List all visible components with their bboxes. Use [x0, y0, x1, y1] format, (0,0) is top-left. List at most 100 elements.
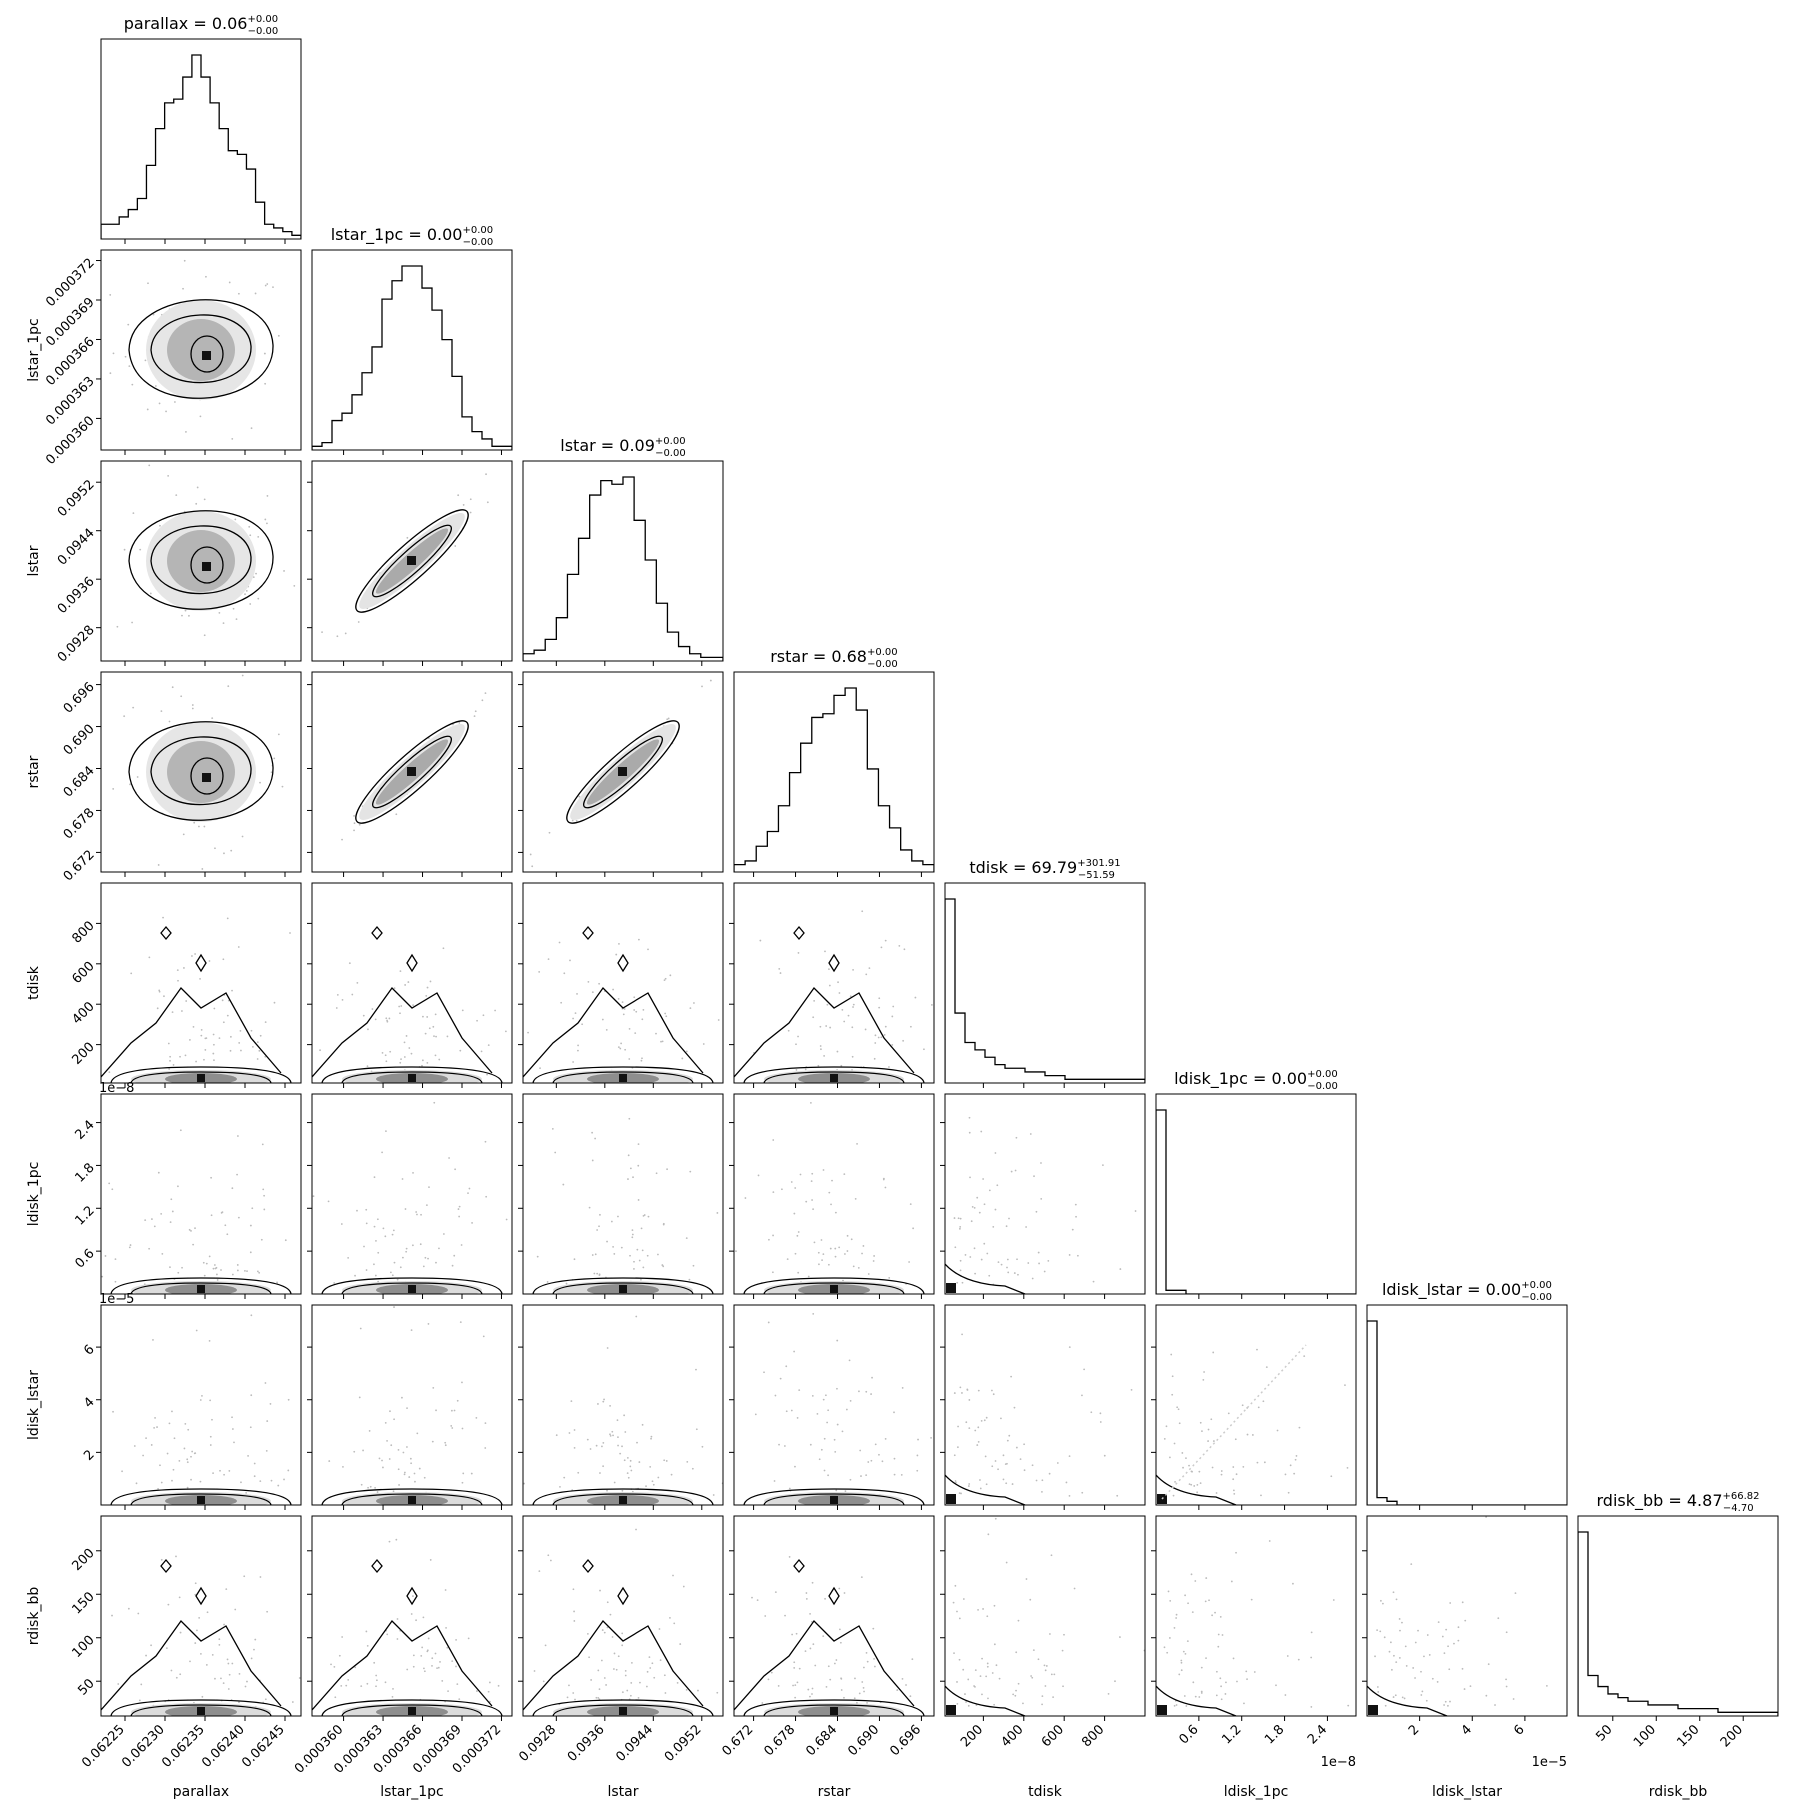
x-axis-label-lstar: lstar [607, 1784, 638, 1800]
x-offset-label-ldisk_lstar: 1e−5 [1532, 1755, 1567, 1770]
x-tick-label: 1.8 [1262, 1722, 1287, 1747]
x-tick-label: 0.672 [719, 1722, 756, 1759]
axes-frame [100, 249, 302, 451]
y-tick-label: 150 [69, 1589, 97, 1617]
axes-frame [100, 882, 302, 1084]
x-tick-label: 200 [958, 1722, 986, 1750]
x-tick-label: 2.4 [1305, 1722, 1330, 1747]
panel-lstar_1pc-vs-lstar_1pc: lstar_1pc = 0.00+0.00 −0.00 [311, 225, 513, 455]
panel-parallax-vs-parallax: parallax = 0.06+0.00 −0.00 [100, 14, 302, 244]
panel-ldisk_lstar-vs-lstar_1pc [307, 1304, 513, 1510]
x-tick-label: 0.678 [761, 1722, 798, 1759]
panel-lstar-vs-lstar_1pc [307, 460, 513, 666]
x-tick-label: 100 [1631, 1722, 1659, 1750]
x-tick-label: 800 [1079, 1722, 1107, 1750]
y-tick-label: 0.6 [72, 1246, 97, 1271]
axes-frame [944, 882, 1146, 1084]
axes-frame [1366, 1304, 1568, 1506]
y-axis-label-tdisk: tdisk [26, 965, 42, 1000]
x-axis-label-rdisk_bb: rdisk_bb [1649, 1784, 1708, 1800]
x-tick-label: 4 [1459, 1722, 1475, 1738]
axes-frame [100, 1304, 302, 1506]
panel-ldisk_lstar-vs-ldisk_lstar: ldisk_lstar = 0.00+0.00 −0.00 [1366, 1280, 1568, 1510]
x-tick-label: 0.06245 [239, 1722, 288, 1771]
title-parallax: parallax = 0.06+0.00 −0.00 [124, 14, 279, 37]
panel-ldisk_1pc-vs-parallax: 0.6 1.2 1.8 2.4 1e−8 [72, 1081, 302, 1299]
x-tick-label: 400 [998, 1722, 1026, 1750]
y-tick-label: 4 [81, 1395, 97, 1411]
y-tick-label: 0.696 [61, 680, 98, 717]
x-tick-label: 0.6 [1176, 1722, 1201, 1747]
x-axis-label-ldisk_lstar: ldisk_lstar [1432, 1784, 1502, 1800]
x-tick-label: 2 [1406, 1722, 1422, 1738]
y-offset-label: 1e−8 [99, 1081, 134, 1096]
panel-rstar-vs-rstar: rstar = 0.68+0.00 −0.00 [733, 647, 935, 877]
y-axis-label-rstar: rstar [26, 755, 42, 788]
panel-rstar-vs-lstar [518, 671, 724, 877]
x-tick-label: 0.696 [887, 1722, 924, 1759]
y-tick-label: 0.0936 [55, 574, 98, 617]
axes-frame [522, 1304, 724, 1506]
x-tick-label: 0.06230 [119, 1722, 168, 1771]
x-axis-label-ldisk_1pc: ldisk_1pc [1224, 1784, 1289, 1800]
axes-frame [1155, 1093, 1357, 1295]
y-axis-label-rdisk_bb: rdisk_bb [26, 1587, 42, 1646]
histogram-lstar_1pc [312, 265, 512, 450]
panel-ldisk_lstar-vs-rstar [729, 1304, 935, 1510]
axes-frame [311, 1304, 513, 1506]
axes-frame [944, 1093, 1146, 1295]
axes-frame [733, 1093, 935, 1295]
panel-rstar-vs-lstar_1pc [307, 671, 513, 877]
histogram-parallax [101, 54, 301, 239]
y-tick-label: 200 [69, 1040, 97, 1068]
panel-rstar-vs-parallax: 0.672 0.678 0.684 0.690 0.696 [61, 671, 302, 884]
y-tick-label: 0.672 [61, 847, 98, 884]
axes-frame [1155, 1515, 1357, 1717]
axes-frame [100, 1093, 302, 1295]
axes-frame [733, 1515, 935, 1717]
axes-frame [100, 38, 302, 240]
x-axis-label-lstar_1pc: lstar_1pc [380, 1784, 444, 1800]
axes-frame [311, 249, 513, 451]
axes-frame [100, 1515, 302, 1717]
x-axis-label-rstar: rstar [818, 1784, 851, 1800]
title-rdisk_bb: rdisk_bb = 4.87+66.82 −4.70 [1596, 1491, 1759, 1514]
y-axis-label-ldisk_lstar: ldisk_lstar [26, 1370, 42, 1440]
x-tick-label: 0.684 [803, 1722, 840, 1759]
y-tick-label: 1.8 [72, 1160, 97, 1185]
x-tick-label: 150 [1674, 1722, 1702, 1750]
title-rstar: rstar = 0.68+0.00 −0.00 [770, 647, 898, 670]
axes-frame [733, 671, 935, 873]
title-lstar: lstar = 0.09+0.00 −0.00 [560, 436, 685, 459]
axes-frame [1155, 1304, 1357, 1506]
axes-frame [522, 882, 724, 1084]
y-axis-label-lstar_1pc: lstar_1pc [26, 318, 42, 382]
axes-frame [311, 1515, 513, 1717]
panel-ldisk_lstar-vs-lstar [518, 1304, 724, 1510]
panel-ldisk_lstar-vs-ldisk_1pc [1151, 1304, 1357, 1510]
y-tick-label: 0.684 [61, 764, 98, 801]
panel-rdisk_bb-vs-tdisk: 200 400 600 800 [940, 1515, 1146, 1750]
panel-ldisk_1pc-vs-lstar [518, 1093, 724, 1299]
y-tick-label: 0.678 [61, 806, 98, 843]
histogram-ldisk_lstar [1367, 1320, 1567, 1505]
y-tick-label: 6 [81, 1342, 97, 1358]
panel-rdisk_bb-vs-rdisk_bb: rdisk_bb = 4.87+66.82 −4.70 50 100 150 200 [1577, 1491, 1779, 1750]
axes-frame [944, 1304, 1146, 1506]
y-tick-label: 100 [69, 1633, 97, 1661]
panel-tdisk-vs-lstar [518, 882, 724, 1088]
title-ldisk_1pc: ldisk_1pc = 0.00+0.00 −0.00 [1174, 1069, 1338, 1092]
axes-frame [311, 460, 513, 662]
x-tick-label: 0.06235 [159, 1722, 208, 1771]
panel-tdisk-vs-parallax: 200 400 600 800 [69, 882, 302, 1088]
panel-tdisk-vs-rstar [729, 882, 935, 1088]
panel-ldisk_lstar-vs-tdisk [940, 1304, 1146, 1510]
y-axis-label-lstar: lstar [26, 545, 42, 576]
y-axis-label-ldisk_1pc: ldisk_1pc [26, 1162, 42, 1227]
y-tick-label: 0.690 [61, 722, 98, 759]
y-offset-label: 1e−5 [99, 1292, 134, 1307]
y-tick-label: 600 [69, 959, 97, 987]
x-tick-label: 200 [1718, 1722, 1746, 1750]
x-tick-label: 6 [1511, 1722, 1527, 1738]
